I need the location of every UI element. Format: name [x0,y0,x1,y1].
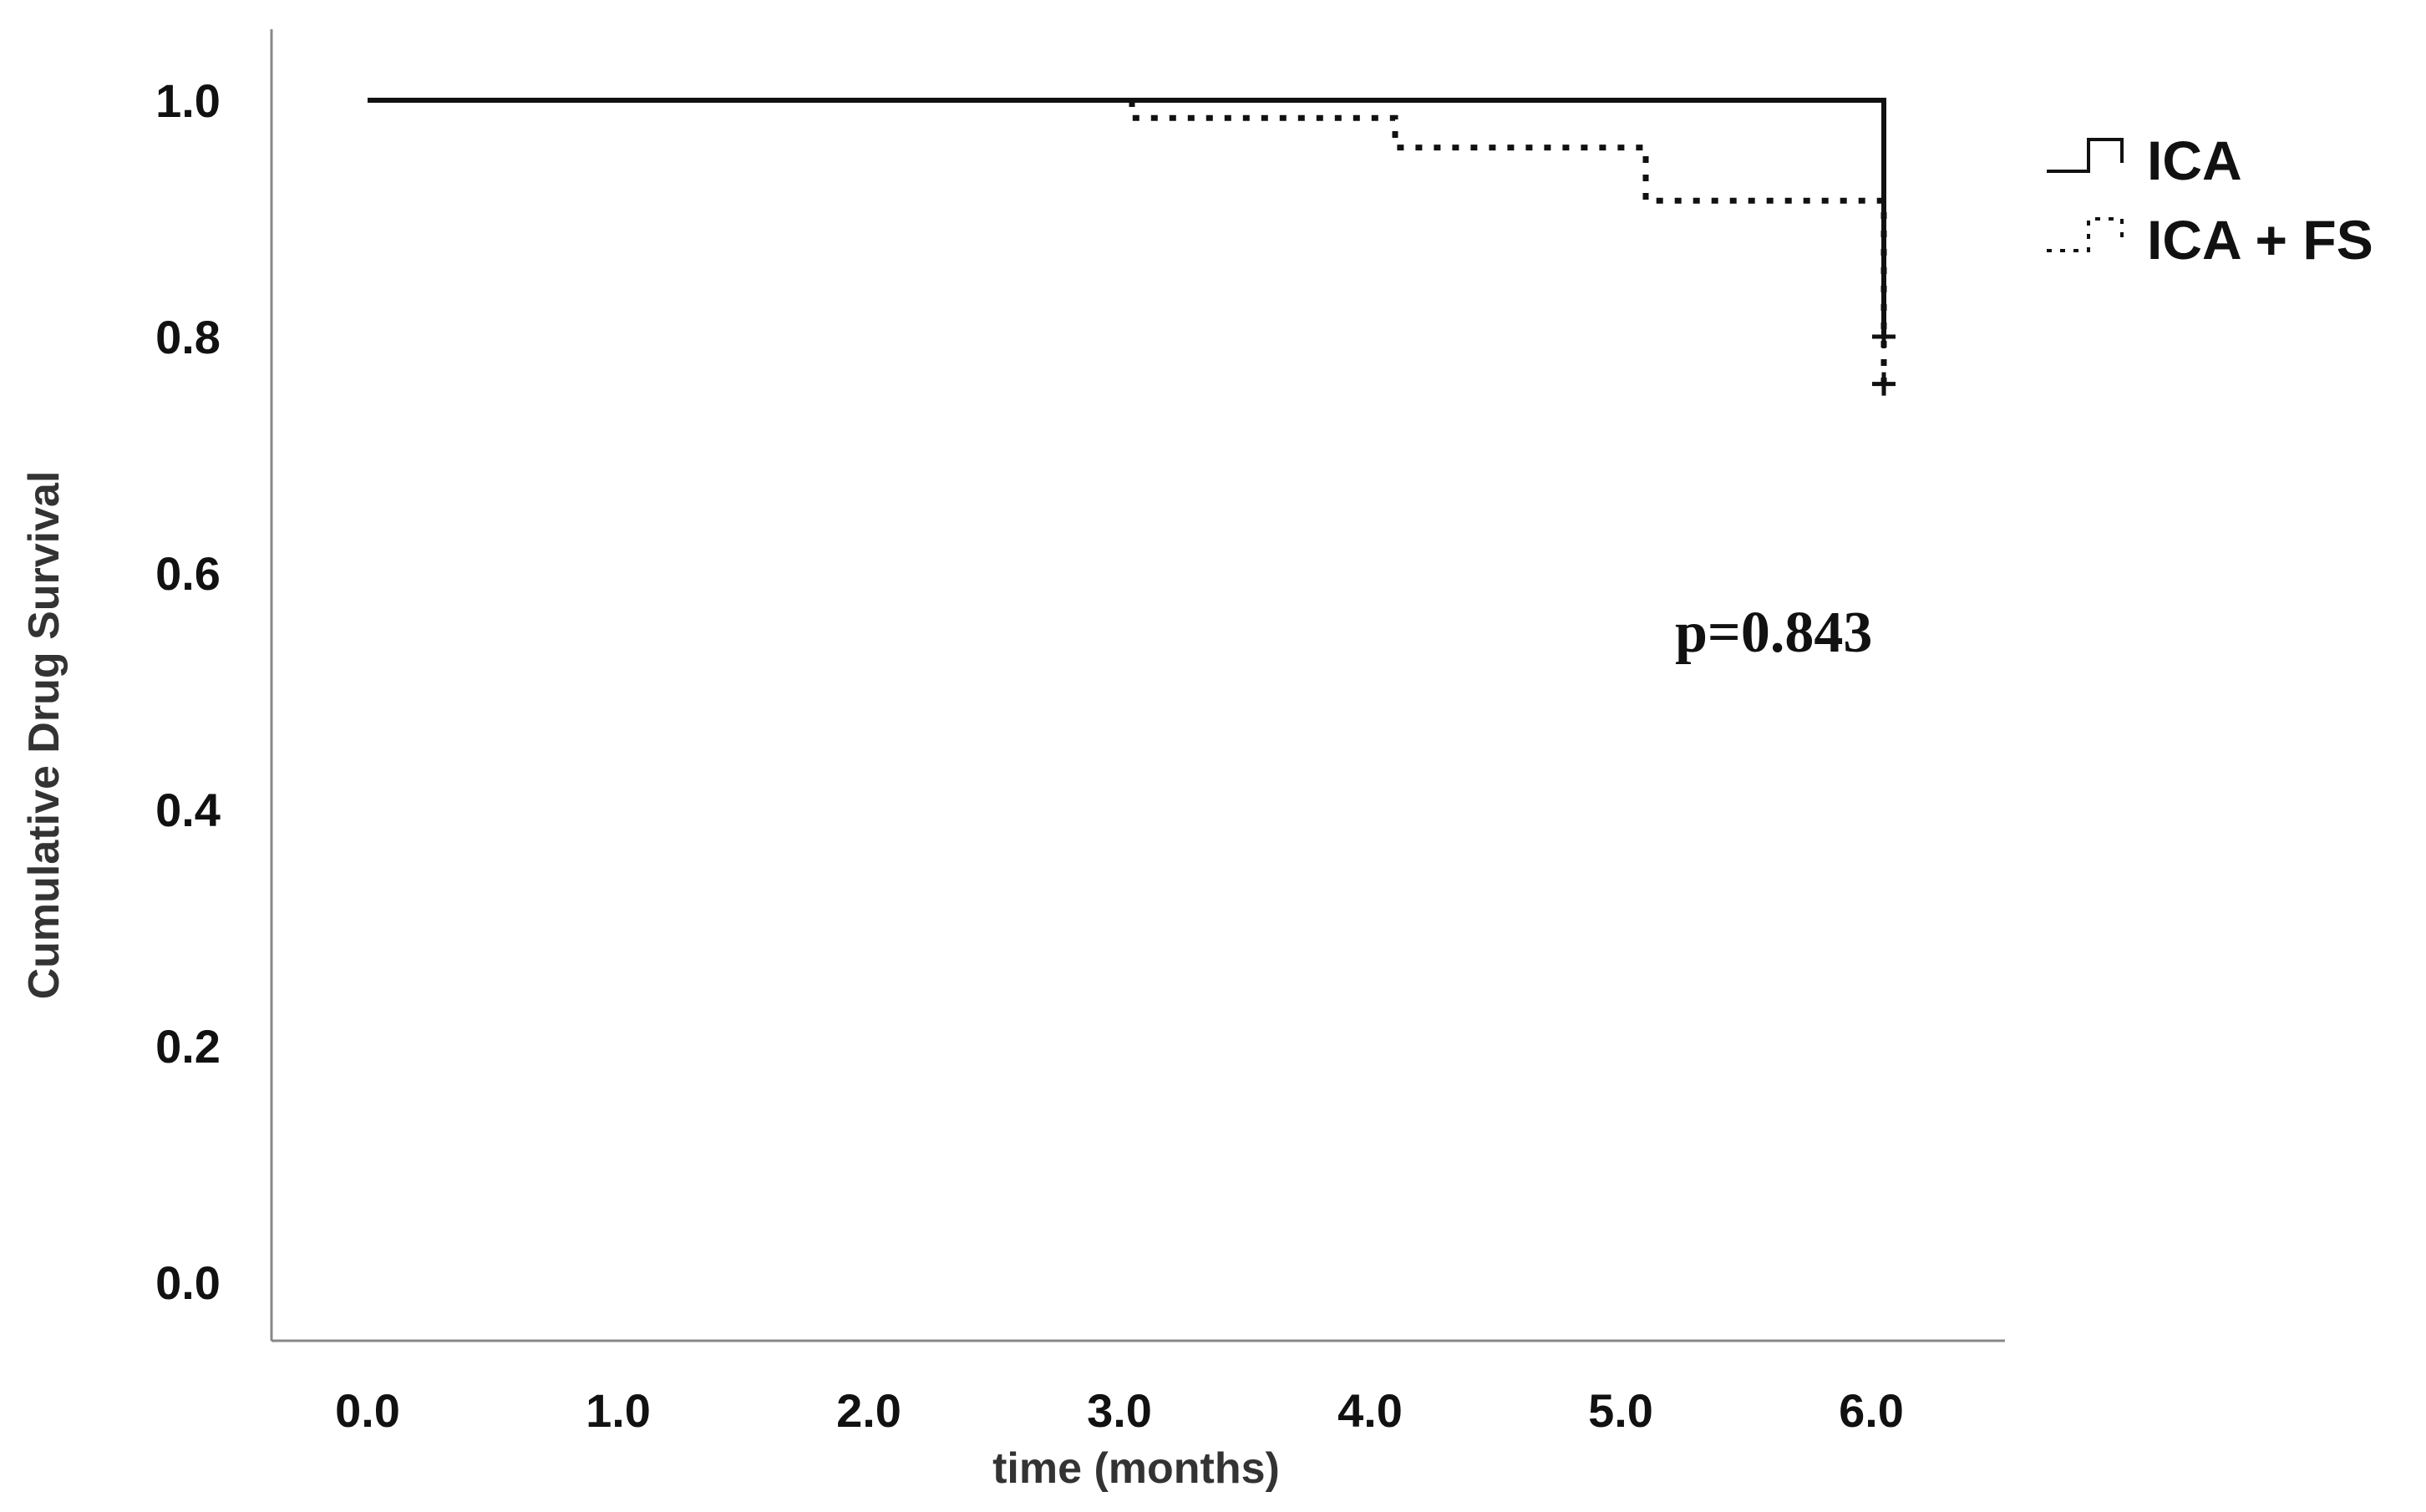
x-tick-label: 1.0 [586,1384,651,1437]
y-tick-label: 0.8 [155,311,221,363]
y-tick-label: 0.0 [155,1256,221,1309]
legend-label-ica-fs: ICA + FS [2147,209,2373,271]
y-tick-label: 0.6 [155,547,221,600]
x-tick-label: 4.0 [1337,1384,1403,1437]
x-tick-label: 5.0 [1588,1384,1653,1437]
legend-label-ica: ICA [2147,129,2242,191]
series-layer [368,98,1896,396]
y-tick-label: 0.4 [155,784,221,836]
y-tick-label: 0.2 [155,1020,221,1073]
axes: 0.0 1.0 2.0 3.0 4.0 5.0 6.0 0.0 0.2 0.4 0.6 0.8 1.0 t… [20,29,2005,1493]
x-tick-label: 6.0 [1839,1384,1904,1437]
x-tick-label: 0.0 [335,1384,400,1437]
legend-swatch-ica [2047,138,2124,173]
y-tick-label: 1.0 [155,74,221,127]
x-axis-title: time (months) [992,1444,1280,1493]
legend-swatch-ica-fs [2047,217,2124,252]
p-value-annotation: p=0.843 [1675,601,1872,665]
series-line-ica-fs [1129,100,1887,384]
y-axis-title: Cumulative Drug Survival [20,471,69,1000]
legend: ICA ICA + FS [2047,129,2373,271]
x-tick-label: 2.0 [836,1384,901,1437]
x-tick-label: 3.0 [1087,1384,1152,1437]
series-line-ica [368,98,1886,337]
